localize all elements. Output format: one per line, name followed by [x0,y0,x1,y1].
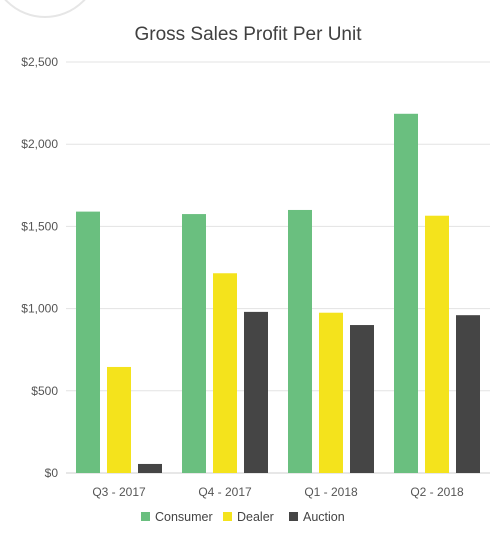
bar-auction [456,315,480,473]
legend: Consumer Dealer Auction [141,510,345,524]
bar-auction [350,325,374,473]
y-tick-label: $2,000 [21,137,58,151]
x-tick-label: Q2 - 2018 [410,485,464,499]
bar-dealer [319,312,343,473]
x-tick-label: Q4 - 2017 [198,485,252,499]
y-axis-ticks: $0 $500 $1,000 $1,500 $2,000 $2,500 [21,55,58,480]
legend-swatch-auction [289,512,298,521]
y-tick-label: $0 [45,466,59,480]
bar-dealer [107,366,131,473]
bar-dealer [213,273,237,473]
bars [76,113,480,474]
x-tick-label: Q1 - 2018 [304,485,358,499]
chart-title: Gross Sales Profit Per Unit [134,24,362,45]
legend-label-auction: Auction [303,510,345,524]
legend-label-consumer: Consumer [155,510,213,524]
bar-consumer [288,209,312,473]
bar-auction [138,463,162,473]
y-tick-label: $500 [31,384,58,398]
x-tick-label: Q3 - 2017 [92,485,146,499]
bar-consumer [76,211,100,473]
y-tick-label: $1,000 [21,302,58,316]
bar-consumer [394,113,418,473]
bar-dealer [425,215,449,474]
legend-swatch-dealer [223,512,232,521]
legend-label-dealer: Dealer [237,510,274,524]
bar-auction [244,311,268,473]
y-tick-label: $2,500 [21,55,58,69]
x-axis-ticks: Q3 - 2017 Q4 - 2017 Q1 - 2018 Q2 - 2018 [92,485,464,499]
y-tick-label: $1,500 [21,219,58,233]
gridlines [66,61,490,474]
bar-consumer [182,214,206,473]
legend-swatch-consumer [141,512,150,521]
